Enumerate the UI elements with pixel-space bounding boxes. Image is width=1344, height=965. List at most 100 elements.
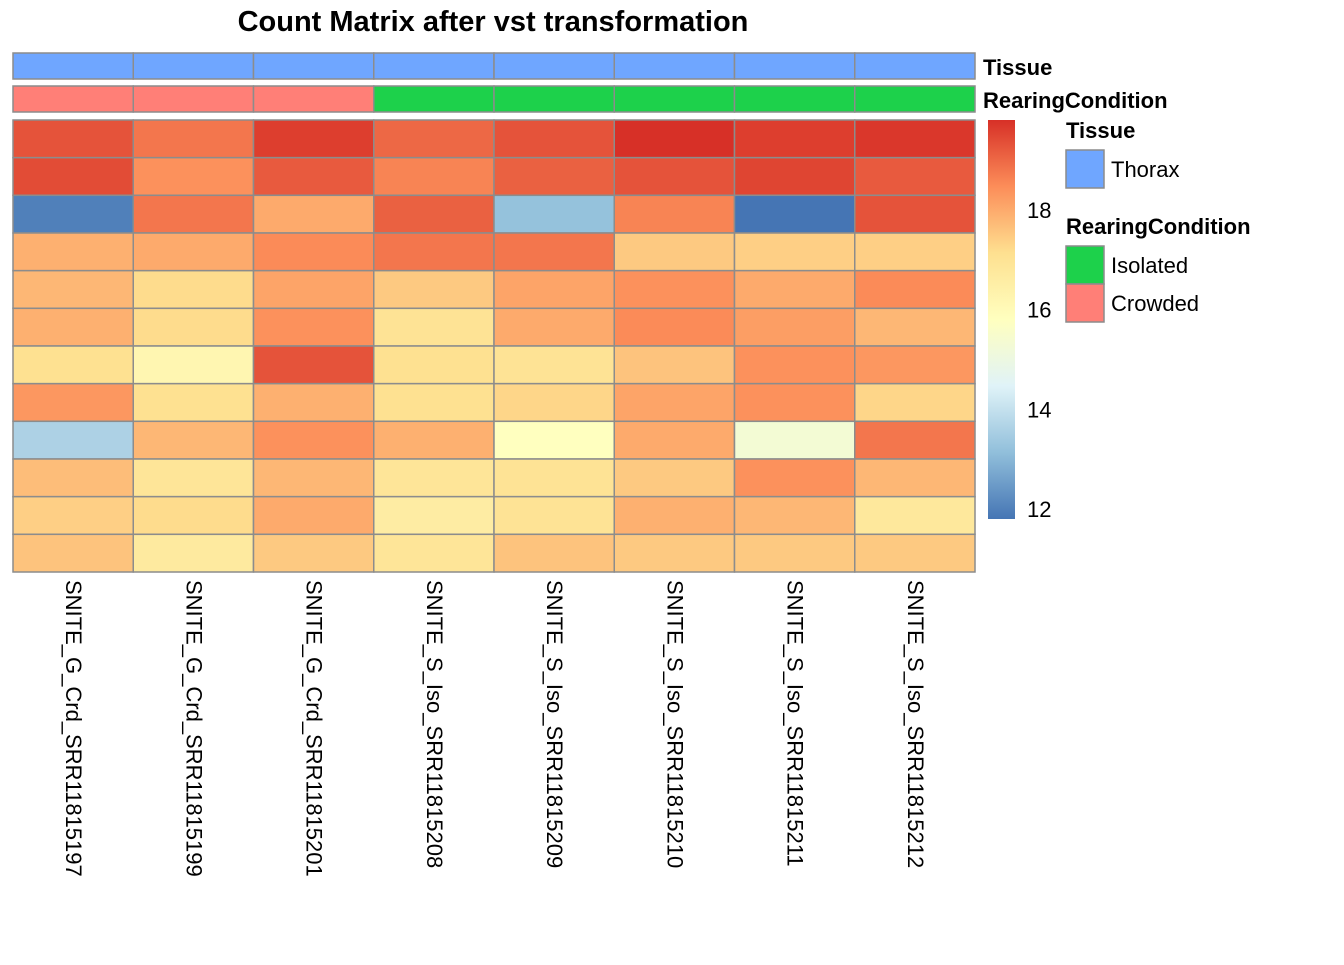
color-scale-legend: 12 14 16 18 (988, 120, 1051, 522)
heatmap-cell (12, 533, 134, 573)
heatmap-cell (12, 269, 134, 310)
heatmap-cell (854, 232, 976, 272)
heatmap-cell (493, 495, 615, 536)
heatmap-cell (854, 382, 976, 423)
heatmap-cells (12, 119, 976, 573)
heatmap-cell (733, 495, 856, 536)
heatmap-cell (854, 458, 976, 498)
heatmap-cell (252, 495, 375, 536)
heatmap-cell (493, 382, 615, 423)
heatmap-cell (733, 269, 856, 310)
heatmap-cell (733, 420, 856, 460)
heatmap-cell (132, 495, 255, 536)
heatmap-cell (613, 119, 736, 159)
heatmap-cell (252, 382, 375, 423)
heatmap-cell (373, 307, 495, 347)
heatmap-cell (132, 533, 255, 573)
heatmap-cell (252, 533, 375, 573)
heatmap-cell (252, 232, 375, 272)
heatmap-cell (252, 269, 375, 310)
heatmap-cell (252, 345, 375, 385)
heatmap-cell (613, 307, 736, 347)
heatmap-cell (373, 269, 495, 310)
heatmap-cell (373, 194, 495, 234)
heatmap-cell (613, 533, 736, 573)
column-label: SNITE_G_Crd_SRR11815197 (61, 580, 86, 877)
column-label: SNITE_G_Crd_SRR11815199 (181, 580, 206, 877)
heatmap-cell (854, 345, 976, 385)
heatmap-cell (733, 533, 856, 573)
annotation-cell (373, 52, 495, 80)
legend-label: Crowded (1111, 291, 1199, 316)
heatmap-cell (733, 156, 856, 197)
heatmap-cell (12, 232, 134, 272)
heatmap-cell (132, 232, 255, 272)
annotation-cell (613, 85, 736, 113)
heatmap-cell (613, 232, 736, 272)
legend-title: Tissue (1066, 118, 1135, 143)
heatmap-cell (252, 156, 375, 197)
legend-swatch (1065, 283, 1105, 323)
heatmap-cell (493, 119, 615, 159)
annotation-cell (132, 52, 255, 80)
annotation-cell (12, 52, 134, 80)
heatmap-cell (613, 194, 736, 234)
color-scale-tick-label: 18 (1027, 198, 1051, 223)
heatmap-cell (854, 495, 976, 536)
heatmap-cell (854, 533, 976, 573)
heatmap-cell (493, 458, 615, 498)
heatmap-cell (12, 420, 134, 460)
annotation-cell (252, 52, 375, 80)
heatmap-cell (373, 119, 495, 159)
heatmap-cell (493, 156, 615, 197)
heatmap-cell (132, 382, 255, 423)
color-scale-bar (988, 120, 1015, 519)
heatmap-cell (854, 194, 976, 234)
column-label: SNITE_G_Crd_SRR11815201 (302, 580, 327, 877)
heatmap-cell (12, 345, 134, 385)
heatmap-cell (613, 269, 736, 310)
heatmap-cell (854, 269, 976, 310)
annotation-track-label: Tissue (983, 55, 1052, 80)
heatmap-cell (252, 194, 375, 234)
heatmap-cell (493, 307, 615, 347)
heatmap-cell (132, 307, 255, 347)
heatmap-cell (12, 382, 134, 423)
heatmap-cell (373, 156, 495, 197)
heatmap-cell (733, 307, 856, 347)
heatmap-cell (493, 232, 615, 272)
column-label: SNITE_S_Iso_SRR11815210 (662, 580, 687, 868)
heatmap-cell (493, 194, 615, 234)
heatmap-cell (132, 156, 255, 197)
annotation-cell (493, 85, 615, 113)
heatmap-cell (373, 420, 495, 460)
heatmap-cell (373, 458, 495, 498)
column-label: SNITE_S_Iso_SRR11815208 (422, 580, 447, 868)
heatmap-cell (132, 269, 255, 310)
heatmap-cell (613, 156, 736, 197)
color-scale-tick-label: 12 (1027, 497, 1051, 522)
heatmap-cell (493, 269, 615, 310)
column-label: SNITE_S_Iso_SRR11815211 (783, 580, 808, 867)
heatmap-cell (132, 458, 255, 498)
annotation-cell (132, 85, 255, 113)
annotation-cell (252, 85, 375, 113)
annotation-cell (12, 85, 134, 113)
legend-swatch (1065, 245, 1105, 285)
column-label: SNITE_S_Iso_SRR11815212 (903, 580, 928, 868)
heatmap-cell (12, 458, 134, 498)
legend-label: Thorax (1111, 157, 1179, 182)
heatmap-cell (733, 232, 856, 272)
heatmap-cell (854, 119, 976, 159)
annotation-cell (733, 85, 856, 113)
heatmap-cell (854, 307, 976, 347)
heatmap-cell (613, 345, 736, 385)
annotation-cell (854, 85, 976, 113)
annotation-bars: Tissue RearingCondition (12, 52, 1168, 113)
annotation-cell (493, 52, 615, 80)
heatmap-cell (12, 495, 134, 536)
heatmap-cell (733, 119, 856, 159)
heatmap-cell (132, 420, 255, 460)
heatmap-cell (493, 345, 615, 385)
